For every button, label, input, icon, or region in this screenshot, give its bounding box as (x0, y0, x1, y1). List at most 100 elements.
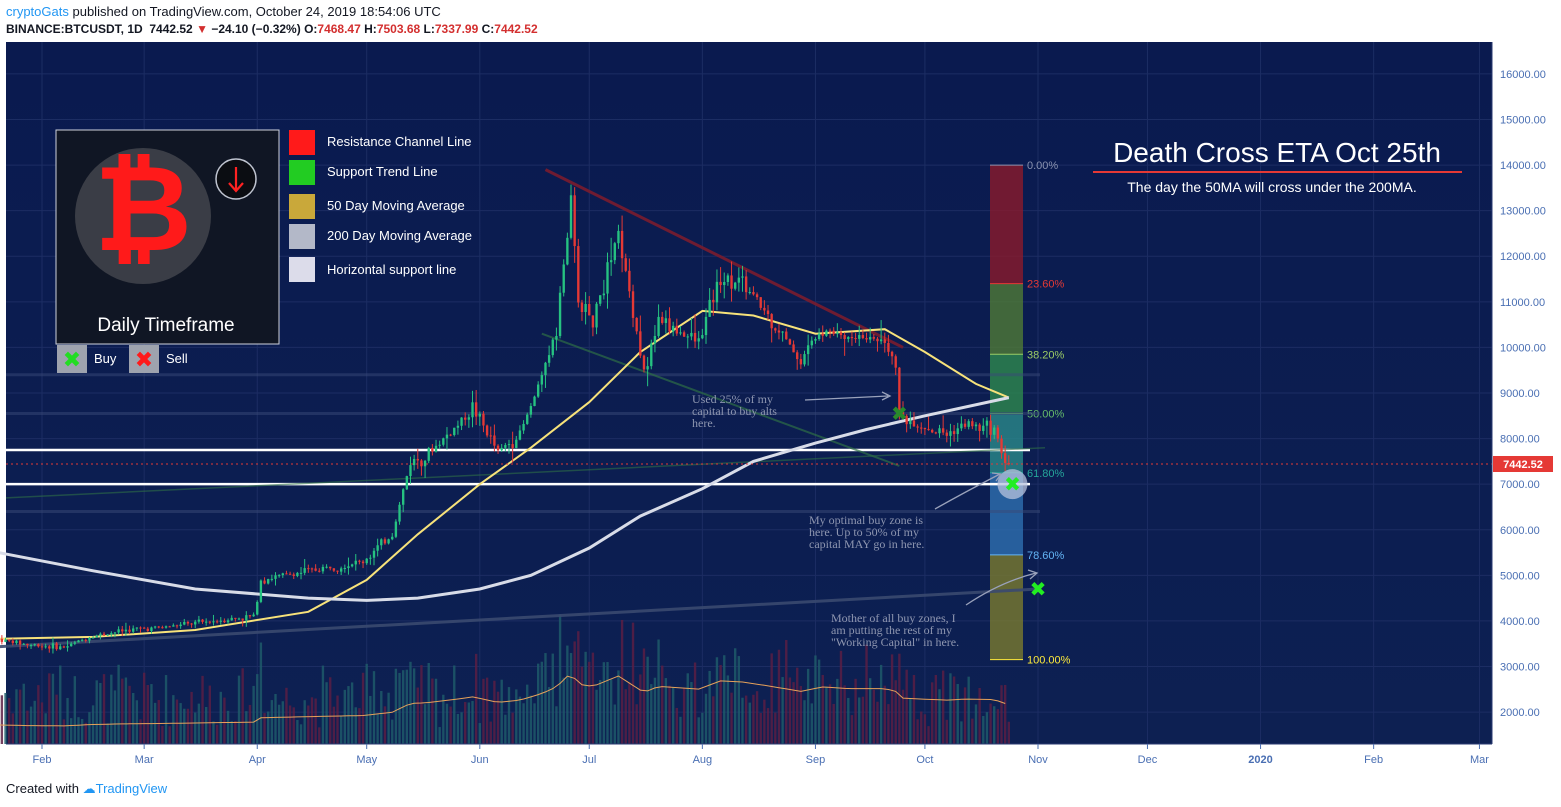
volume-bar (941, 670, 945, 744)
candle-body (398, 504, 401, 522)
volume-bar (770, 653, 773, 744)
candle-body (868, 337, 872, 340)
candle-body (854, 338, 857, 340)
down-arrow-glyph-icon (228, 167, 244, 193)
candle-body (558, 292, 562, 336)
volume-bar (566, 645, 569, 744)
y-axis[interactable]: 16000.00 15000.00 14000.00 13000.00 12000.00… (1491, 42, 1553, 744)
fib-level-label: 78.60% (1027, 550, 1065, 562)
volume-bar (431, 678, 434, 744)
volume-bar (183, 708, 186, 744)
badge-disc (75, 148, 211, 284)
volume-bar (372, 671, 376, 744)
volume-bar (241, 668, 244, 744)
badge-title: Daily Timeframe (97, 315, 234, 336)
candle-body (77, 640, 80, 643)
fib-level-label: 38.20% (1027, 349, 1065, 361)
candle-body (318, 570, 321, 572)
volume-bar (719, 665, 722, 744)
x-axis[interactable]: Feb Mar Apr May Jun Jul Aug Sep Oct Nov Dec 2020 Feb… (6, 743, 1492, 766)
volume-bar (872, 689, 876, 744)
volume-bar (628, 682, 631, 744)
volume-bar (157, 700, 160, 744)
candle-body (737, 277, 741, 283)
candle-body (423, 460, 427, 467)
candle-body (580, 302, 584, 313)
candle-body (493, 435, 496, 446)
volume-bar (281, 701, 284, 744)
candle-body (781, 331, 784, 333)
candle-body (412, 458, 416, 466)
volume-bar (836, 678, 839, 744)
buy-signal-icon: ✖ (891, 402, 908, 426)
volume-bar (22, 683, 25, 744)
candle-body (175, 625, 179, 627)
volume-bar (697, 717, 700, 744)
legend-label: Support Trend Line (327, 164, 438, 179)
x-tick-label: Apr (249, 754, 266, 766)
candle-body (547, 355, 551, 363)
volume-bar (952, 676, 956, 744)
candle-body (993, 427, 996, 435)
volume-bar (474, 653, 478, 744)
buy-signal-icon: ✖ (1004, 472, 1021, 496)
volume-bar (854, 678, 857, 744)
candle-body (135, 627, 139, 629)
candle-body (121, 629, 124, 632)
candle-body (402, 489, 405, 505)
volume-bar (978, 687, 981, 744)
volume-bar (44, 713, 47, 744)
volume-bar (555, 706, 558, 744)
volume-bar (405, 669, 409, 744)
tradingview-link[interactable]: TradingView (95, 781, 168, 796)
buy-key-box (57, 345, 87, 373)
volume-bar (646, 656, 649, 744)
candle-body (383, 539, 387, 544)
candle-body (941, 428, 945, 433)
candle-body (817, 333, 821, 340)
price-chart[interactable]: 0.00% 23.60% 38.20% 50.00% 61.80% 78.60% 100.0… (0, 42, 1561, 770)
fib-level-label: 50.00% (1027, 409, 1065, 421)
candle-body (971, 421, 974, 427)
fib-zone (990, 413, 1023, 473)
volume-bar (777, 649, 781, 744)
volume-bar (679, 716, 682, 744)
y-tick-label: 13000.00 (1500, 206, 1546, 218)
y-tick-label: 12000.00 (1500, 251, 1546, 263)
fib-level-label: 61.80% (1027, 468, 1065, 480)
candle-body (215, 621, 219, 623)
candle-body (836, 332, 839, 334)
candle-body (110, 633, 113, 635)
volume-bar (110, 674, 113, 744)
author-link[interactable]: cryptoGats (6, 4, 69, 19)
volume-bar (843, 685, 846, 744)
volume-bar (307, 705, 310, 744)
candle-body (843, 335, 846, 339)
volume-bar (416, 687, 419, 744)
publish-info: cryptoGats published on TradingView.com,… (6, 4, 441, 19)
candle-body (18, 640, 22, 645)
candle-body (814, 339, 817, 341)
volume-bar (347, 686, 350, 744)
volume-bar (792, 682, 795, 744)
candle-body (183, 622, 186, 625)
volume-bar (912, 675, 916, 744)
volume-bar (478, 723, 481, 744)
candle-body (223, 620, 226, 623)
candle-body (299, 572, 303, 574)
candle-body (617, 230, 620, 244)
candle-body (190, 623, 193, 625)
volume-bar (142, 672, 146, 744)
candle-body (796, 352, 799, 360)
candle-body (974, 424, 978, 427)
volume-bar (99, 682, 102, 744)
candle-body (164, 626, 168, 628)
volume-bar (66, 697, 69, 744)
candle-body (850, 337, 854, 339)
volume-bar (876, 701, 879, 744)
candle-body (573, 195, 576, 247)
candle-body (916, 426, 919, 428)
open-value: 7468.47 (317, 22, 361, 36)
arrow-optimal (934, 473, 1001, 510)
candle-body (536, 384, 540, 397)
